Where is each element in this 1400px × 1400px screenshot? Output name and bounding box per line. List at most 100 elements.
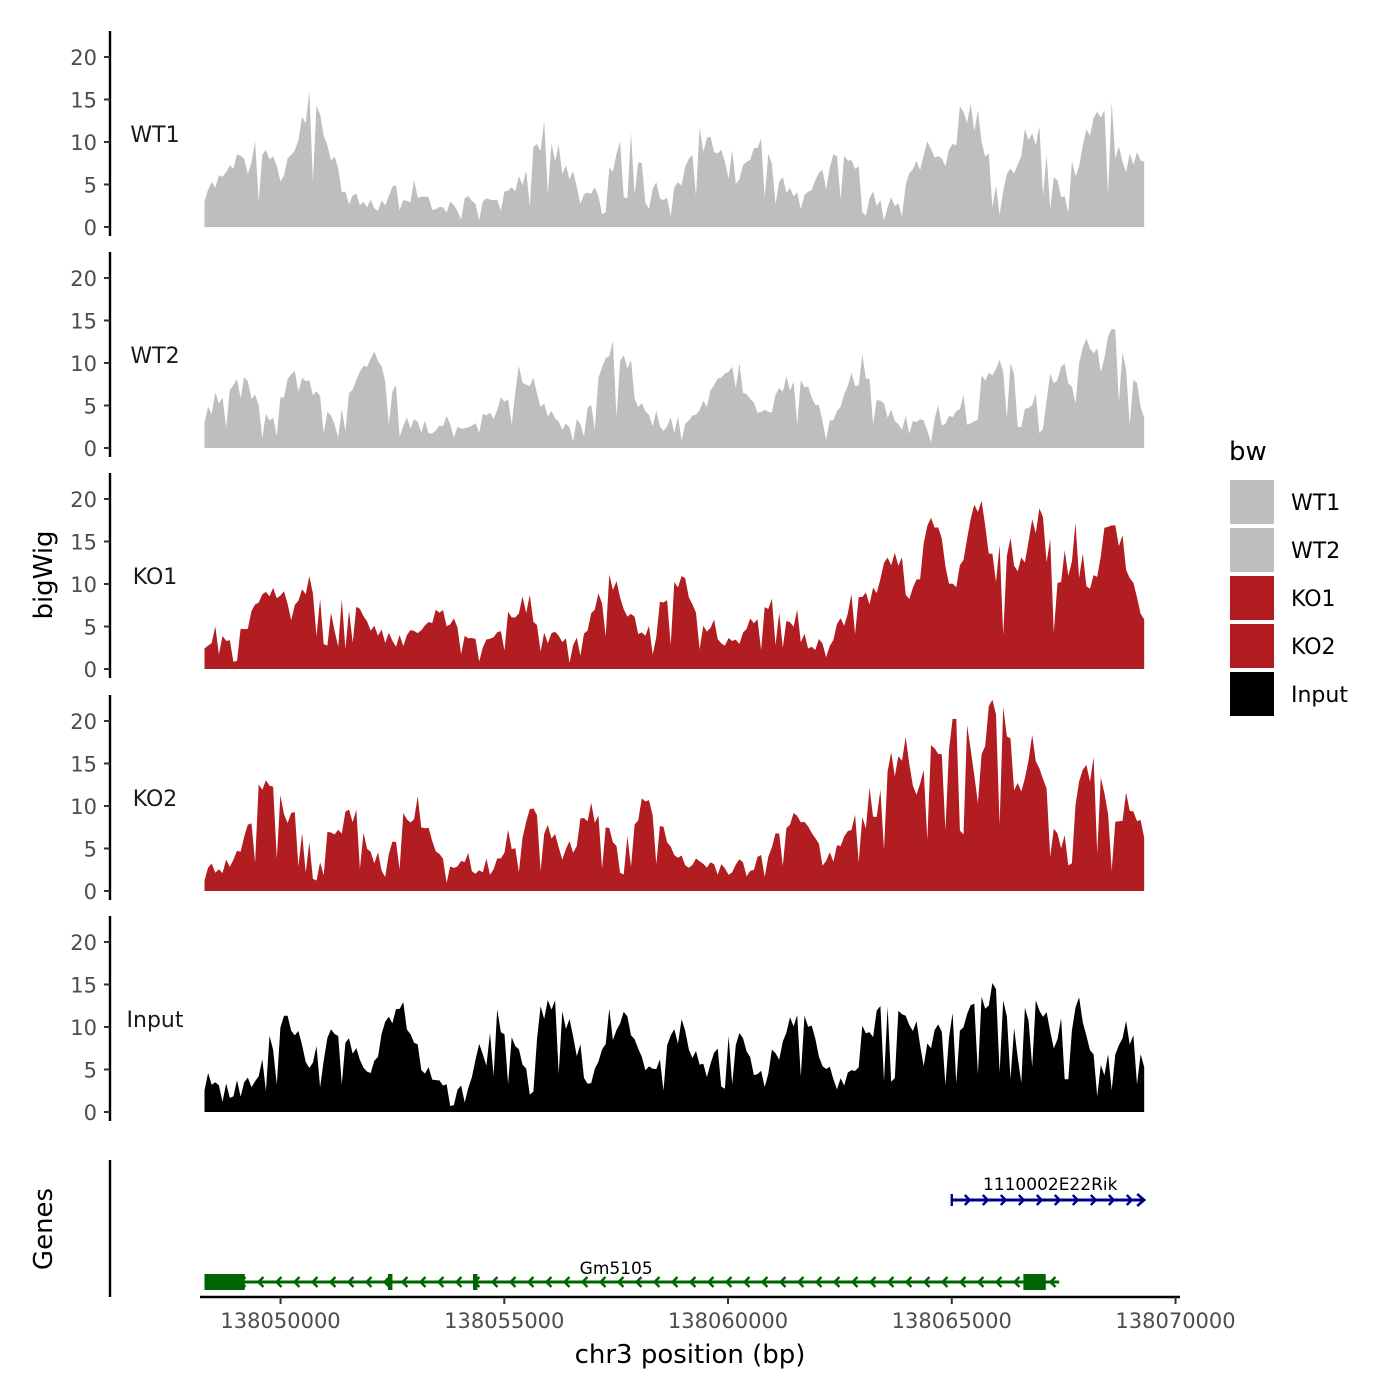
- panel-wt2: 0 5 10 15 20 WT2: [70, 252, 1145, 461]
- panel-label-ko1: KO1: [133, 565, 178, 590]
- panel-input: 0 5 10 15 20 Input: [70, 916, 1145, 1125]
- strand-arrow: [742, 1276, 751, 1288]
- y-tick-label: 15: [70, 753, 97, 777]
- strand-arrow: [1136, 1193, 1147, 1207]
- y-tick-label: 0: [84, 880, 97, 904]
- legend-label: WT2: [1291, 539, 1340, 564]
- panel-ko2: 0 5 10 15 20 KO2: [70, 695, 1145, 904]
- strand-arrow: [940, 1276, 949, 1288]
- y-axis-title: bigWig: [29, 530, 59, 619]
- strand-arrow: [963, 1194, 972, 1206]
- strand-arrow: [1017, 1194, 1026, 1206]
- strand-arrow: [346, 1276, 355, 1288]
- strand-arrow: [364, 1276, 373, 1288]
- x-tick-label: 138055000: [444, 1309, 564, 1333]
- strand-arrow: [400, 1276, 409, 1288]
- strand-arrow: [292, 1276, 301, 1288]
- y-tick-label: 5: [84, 838, 97, 862]
- y-tick-label: 10: [70, 795, 97, 819]
- strand-arrow: [508, 1276, 517, 1288]
- strand-arrow: [256, 1276, 265, 1288]
- strand-arrow: [1125, 1194, 1134, 1206]
- y-tick-label: 0: [84, 437, 97, 461]
- strand-arrow: [544, 1276, 553, 1288]
- strand-arrow: [904, 1276, 913, 1288]
- y-tick-label: 5: [84, 1059, 97, 1083]
- signal-area-input: [204, 983, 1145, 1112]
- x-axis: 138050000 138055000 138060000 138065000 1380…: [200, 1295, 1236, 1333]
- y-tick-label: 20: [70, 931, 97, 955]
- signal-panels: 0 5 10 15 20 WT1 0 5 10 15 20 WT2 0 5 10 15 20 KO1 0 5 10 15 2…: [70, 31, 1145, 1125]
- signal-area-wt2: [204, 328, 1145, 448]
- strand-arrow: [1089, 1194, 1098, 1206]
- y-tick-label: 10: [70, 131, 97, 155]
- strand-arrow: [562, 1276, 571, 1288]
- y-tick-label: 5: [84, 395, 97, 419]
- y-tick-label: 20: [70, 267, 97, 291]
- x-tick-label: 138060000: [668, 1309, 788, 1333]
- strand-arrow: [616, 1276, 625, 1288]
- strand-arrow: [418, 1276, 427, 1288]
- gene-gm5105: Gm5105: [204, 1259, 1060, 1290]
- panel-label-wt2: WT2: [130, 344, 179, 369]
- strand-arrow: [778, 1276, 787, 1288]
- panel-label-wt1: WT1: [130, 123, 179, 148]
- legend-swatch-ko1: [1230, 576, 1274, 620]
- strand-arrow: [382, 1276, 391, 1288]
- y-tick-label: 10: [70, 1016, 97, 1040]
- y-tick-label: 10: [70, 573, 97, 597]
- y-tick-label: 20: [70, 488, 97, 512]
- strand-arrow: [886, 1276, 895, 1288]
- exon: [387, 1274, 393, 1290]
- strand-arrow: [526, 1276, 535, 1288]
- legend-title: bw: [1229, 437, 1267, 467]
- strand-arrow: [328, 1276, 337, 1288]
- strand-arrow: [580, 1276, 589, 1288]
- exon: [472, 1274, 478, 1290]
- strand-arrow: [1053, 1194, 1062, 1206]
- y-tick-label: 10: [70, 352, 97, 376]
- genes-track: 1110002E22Rik Gm5105: [108, 1160, 1147, 1297]
- strand-arrow: [598, 1276, 607, 1288]
- signal-area-ko1: [204, 500, 1145, 669]
- strand-arrow: [1048, 1276, 1057, 1288]
- strand-arrow: [274, 1276, 283, 1288]
- x-axis-title: chr3 position (bp): [575, 1340, 806, 1370]
- y-tick-label: 20: [70, 46, 97, 70]
- y-tick-label: 20: [70, 710, 97, 734]
- strand-arrow: [850, 1276, 859, 1288]
- exon: [1023, 1274, 1046, 1290]
- strand-arrow: [724, 1276, 733, 1288]
- panel-wt1: 0 5 10 15 20 WT1: [70, 31, 1145, 240]
- y-tick-label: 5: [84, 616, 97, 640]
- panel-label-ko2: KO2: [133, 787, 178, 812]
- strand-arrow: [652, 1276, 661, 1288]
- gene-1110002e22rik: 1110002E22Rik: [950, 1175, 1147, 1207]
- strand-arrow: [868, 1276, 877, 1288]
- y-tick-label: 15: [70, 89, 97, 113]
- strand-arrow: [999, 1194, 1008, 1206]
- strand-arrow: [976, 1276, 985, 1288]
- legend-label: KO2: [1291, 635, 1336, 660]
- legend-label: KO1: [1291, 587, 1336, 612]
- legend-label: Input: [1291, 683, 1348, 708]
- gene-name: 1110002E22Rik: [983, 1175, 1118, 1195]
- legend: bw WT1 WT2 KO1 KO2 Input: [1229, 437, 1348, 716]
- strand-arrow: [1071, 1194, 1080, 1206]
- panel-ko1: 0 5 10 15 20 KO1: [70, 473, 1145, 682]
- y-tick-label: 0: [84, 1101, 97, 1125]
- y-tick-label: 15: [70, 531, 97, 555]
- y-tick-label: 15: [70, 974, 97, 998]
- strand-arrow: [454, 1276, 463, 1288]
- strand-arrow: [706, 1276, 715, 1288]
- y-tick-label: 15: [70, 310, 97, 334]
- strand-arrow: [958, 1276, 967, 1288]
- strand-arrow: [1107, 1194, 1116, 1206]
- strand-arrow: [1012, 1276, 1021, 1288]
- legend-swatch-input: [1230, 672, 1274, 716]
- strand-arrow: [832, 1276, 841, 1288]
- strand-arrow: [814, 1276, 823, 1288]
- strand-arrow: [994, 1276, 1003, 1288]
- x-tick-label: 138065000: [892, 1309, 1012, 1333]
